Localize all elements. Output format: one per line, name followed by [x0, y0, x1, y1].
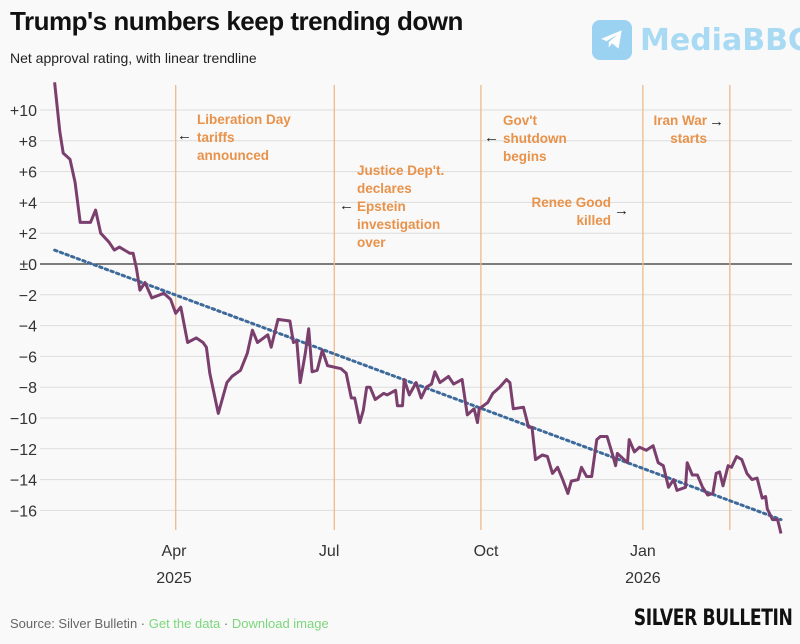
source-text: Source: Silver Bulletin [10, 616, 138, 631]
annotation-line: investigation [357, 217, 441, 232]
annotation-line: Justice Dep't. [357, 163, 445, 178]
arrow-left-icon: ← [339, 197, 354, 214]
y-tick-label: −12 [10, 442, 37, 459]
footer: Source: Silver Bulletin · Get the data ·… [10, 616, 329, 631]
x-tick-year: 2025 [156, 570, 192, 587]
arrow-right-icon: → [614, 202, 629, 219]
telegram-icon [592, 20, 632, 60]
watermark: MediaBBG [592, 20, 800, 60]
chart-title: Trump's numbers keep trending down [10, 6, 463, 36]
event-annotation: Liberation Day tariffs announced [197, 111, 291, 165]
y-tick-label: −6 [19, 349, 37, 366]
x-tick-label: Jul [319, 543, 339, 560]
x-tick-label: Jan [630, 543, 656, 560]
event-annotation: Gov't shutdown begins [503, 112, 567, 166]
y-tick-label: −4 [19, 319, 37, 336]
y-tick-label: +8 [19, 134, 37, 151]
y-tick-label: −10 [10, 411, 37, 428]
annotation-line: starts [670, 131, 707, 146]
y-tick-label: −8 [19, 380, 37, 397]
annotation-line: begins [503, 149, 547, 164]
event-annotation: Iran War starts [653, 112, 707, 148]
annotation-line: Gov't [503, 113, 537, 128]
event-annotation: Justice Dep't. declares Epstein investigati… [357, 162, 444, 252]
y-tick-label: +10 [10, 103, 37, 120]
x-tick-year: 2026 [625, 570, 661, 587]
annotation-line: tariffs [197, 130, 235, 145]
download-image-link[interactable]: Download image [231, 616, 329, 631]
arrow-left-icon: ← [484, 129, 499, 146]
silver-bulletin-logo: SILVER BULLETIN [633, 606, 792, 631]
y-tick-label: −16 [10, 503, 37, 520]
watermark-text: MediaBBG [640, 22, 800, 58]
separator: · [137, 616, 149, 631]
annotation-line: Liberation Day [197, 112, 291, 127]
annotation-line: Renee Good [531, 195, 611, 210]
x-tick-label: Oct [474, 543, 499, 560]
y-tick-label: +4 [19, 195, 37, 212]
y-tick-label: +6 [19, 165, 37, 182]
annotation-line: Epstein [357, 199, 406, 214]
y-tick-label: −14 [10, 473, 37, 490]
annotation-line: over [357, 235, 386, 250]
annotation-line: declares [357, 181, 412, 196]
annotation-line: shutdown [503, 131, 567, 146]
y-tick-label: ±0 [19, 257, 37, 274]
arrow-right-icon: → [709, 113, 724, 130]
series-line-net-approval [53, 82, 783, 534]
separator: · [220, 616, 232, 631]
get-data-link[interactable]: Get the data [148, 616, 221, 631]
arrow-left-icon: ← [177, 127, 192, 144]
approval-chart: +10 +8 +6 +4 +2 ±0 −2 −4 −6 −8 −10 −12 −14 −16 Apr 202… [10, 82, 792, 587]
event-annotation: Renee Good killed [531, 194, 611, 230]
chart-subtitle: Net approval rating, with linear trendli… [10, 50, 257, 66]
annotation-line: announced [197, 148, 270, 163]
y-tick-label: −2 [19, 288, 37, 305]
annotation-line: killed [576, 213, 611, 228]
annotation-line: Iran War [653, 113, 707, 128]
y-tick-label: +2 [19, 226, 37, 243]
x-tick-label: Apr [162, 543, 188, 560]
